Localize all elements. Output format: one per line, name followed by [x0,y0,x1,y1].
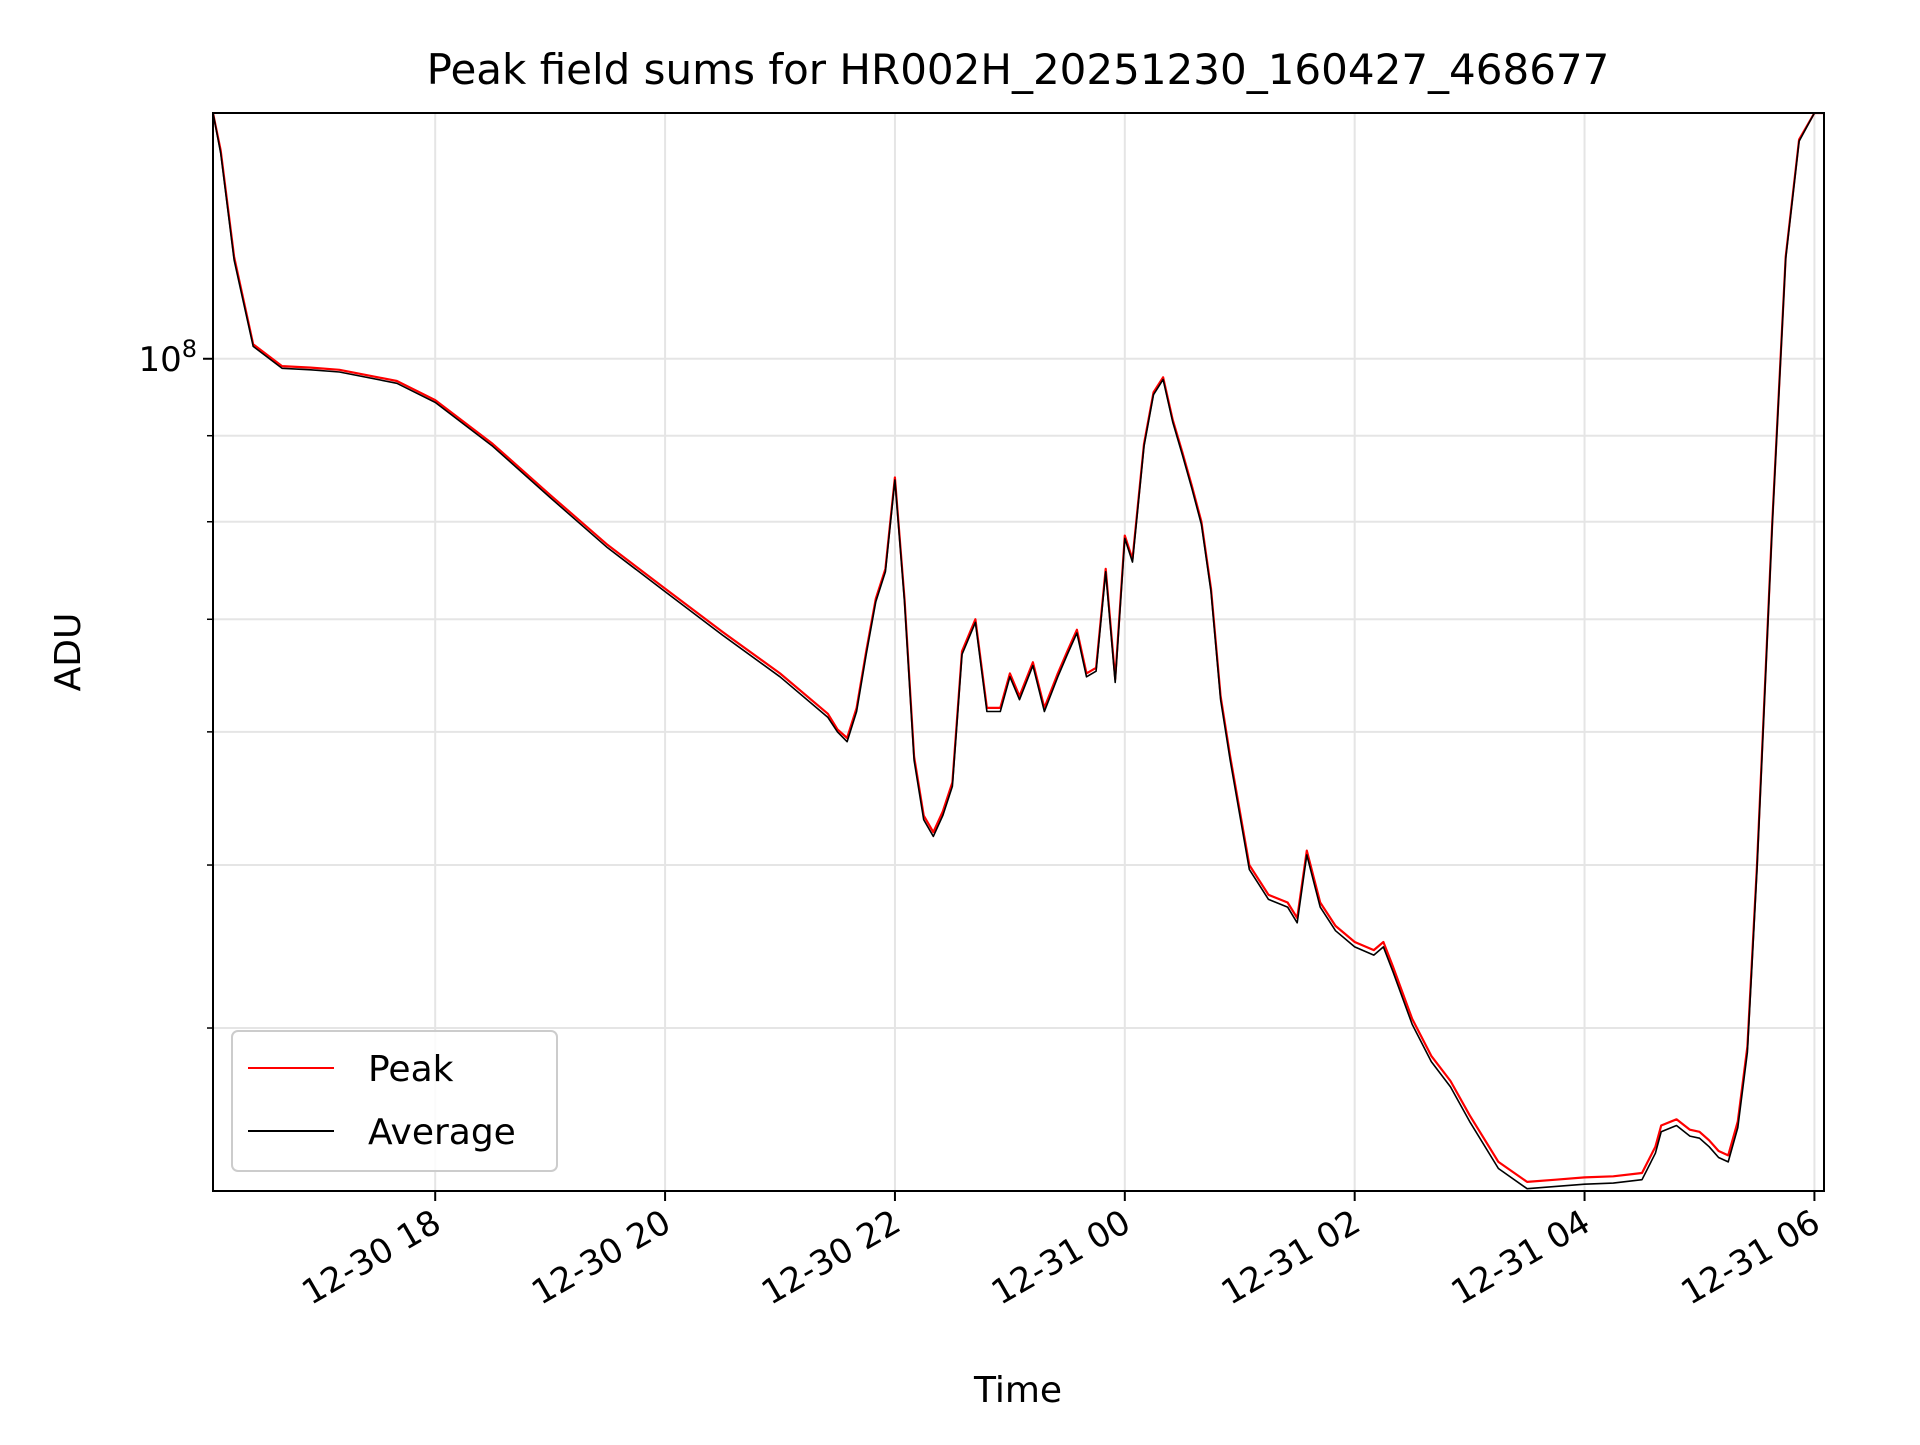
plot-frame [212,112,1825,1192]
legend-box [231,1030,558,1172]
chart-title: Peak field sums for HR002H_20251230_1604… [427,45,1610,94]
legend-label-peak: Peak [368,1049,454,1090]
y-tick-label: 108 [138,335,197,380]
y-axis-label: ADU [48,613,89,692]
series-line-average [213,113,1824,1190]
series-layer [213,113,1824,1190]
x-axis-label: Time [973,1370,1062,1411]
legend: Peak Average [231,1030,558,1172]
legend-label-average: Average [368,1112,516,1153]
grid-layer [213,113,1824,1191]
